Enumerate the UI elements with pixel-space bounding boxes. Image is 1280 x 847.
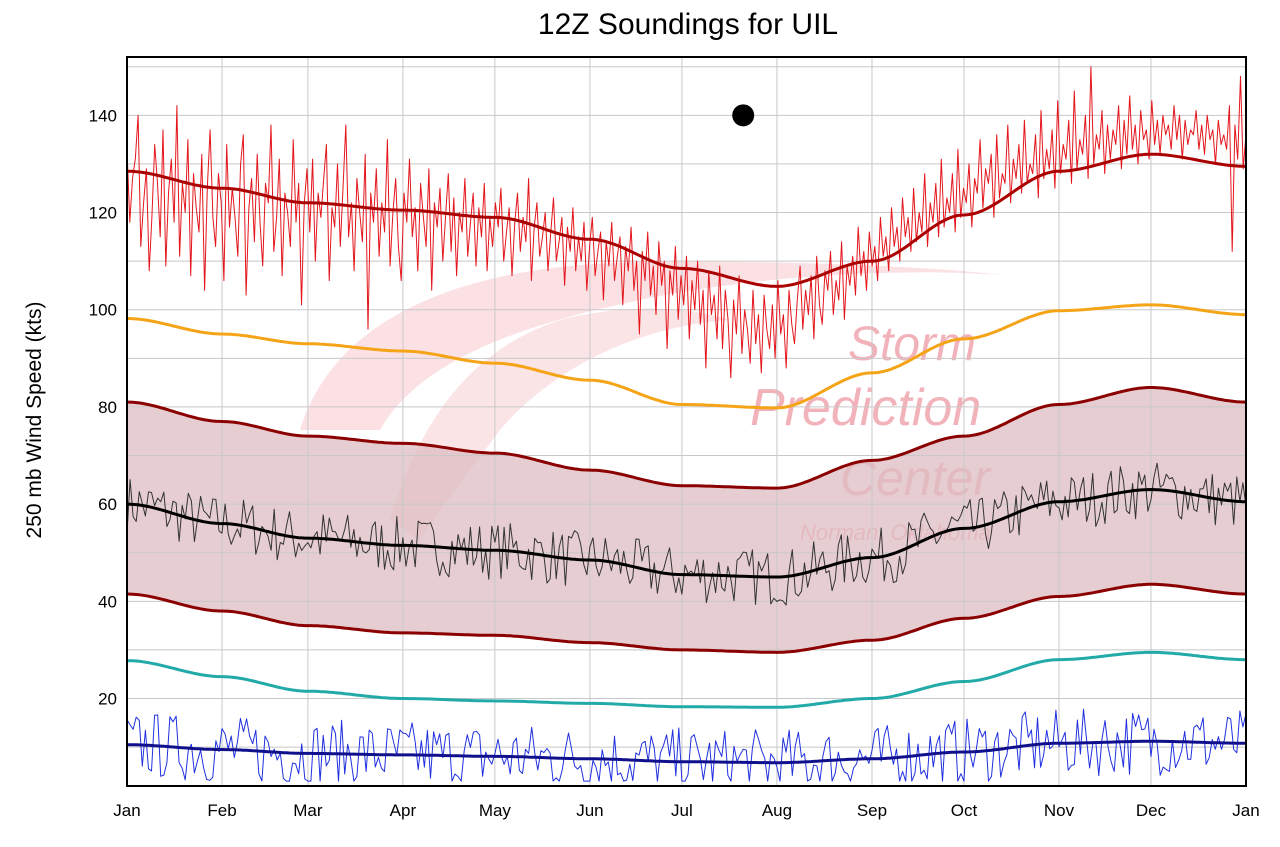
axis-ticks: Jan Feb Mar Apr May Jun Jul Aug Sep Oct Nov Dec Jan 2…	[89, 106, 1260, 820]
plot-border	[126, 56, 1247, 787]
y-tick-label: 80	[98, 398, 117, 417]
normal-range-fill	[127, 387, 1246, 653]
x-tick-label: Oct	[951, 801, 978, 820]
y-tick-label: 40	[98, 592, 117, 611]
x-tick-label: Jan	[1232, 801, 1259, 820]
chart-title: 12Z Soundings for UIL	[537, 8, 839, 41]
x-tick-label: Dec	[1136, 801, 1167, 820]
x-tick-label: May	[479, 801, 512, 820]
band-top-line	[127, 386, 1247, 490]
watermark-storm: Storm	[848, 318, 976, 371]
x-tick-label: Jan	[113, 801, 140, 820]
observation-point	[732, 104, 755, 127]
x-tick-label: Jul	[671, 801, 693, 820]
mean-wind-line	[126, 488, 1246, 579]
x-tick-label: Aug	[762, 801, 792, 820]
watermark-swoosh	[300, 261, 1000, 430]
max-wind-mean-line	[126, 152, 1247, 288]
x-tick-label: Mar	[293, 801, 323, 820]
y-tick-label: 100	[89, 301, 117, 320]
y-tick-label: 60	[98, 495, 117, 514]
daily-max-wind-line	[126, 66, 1247, 379]
x-tick-label: Jun	[576, 801, 603, 820]
x-tick-label: Nov	[1044, 801, 1075, 820]
band-bottom-line	[126, 582, 1246, 654]
y-tick-label: 140	[89, 106, 117, 125]
lower-percentile-line	[126, 650, 1246, 709]
min-wind-mean-line	[127, 739, 1246, 765]
daily-min-wind-line	[126, 708, 1247, 782]
x-tick-label: Apr	[390, 801, 417, 820]
watermark-prediction: Prediction	[750, 379, 981, 437]
x-tick-label: Feb	[207, 801, 236, 820]
plot-frame	[126, 56, 1247, 787]
data-series	[126, 66, 1247, 782]
upper-percentile-line	[127, 303, 1246, 410]
normal-range-band	[127, 387, 1246, 653]
y-tick-label: 20	[98, 690, 117, 709]
x-tick-label: Sep	[857, 801, 887, 820]
y-tick-label: 120	[89, 204, 117, 223]
